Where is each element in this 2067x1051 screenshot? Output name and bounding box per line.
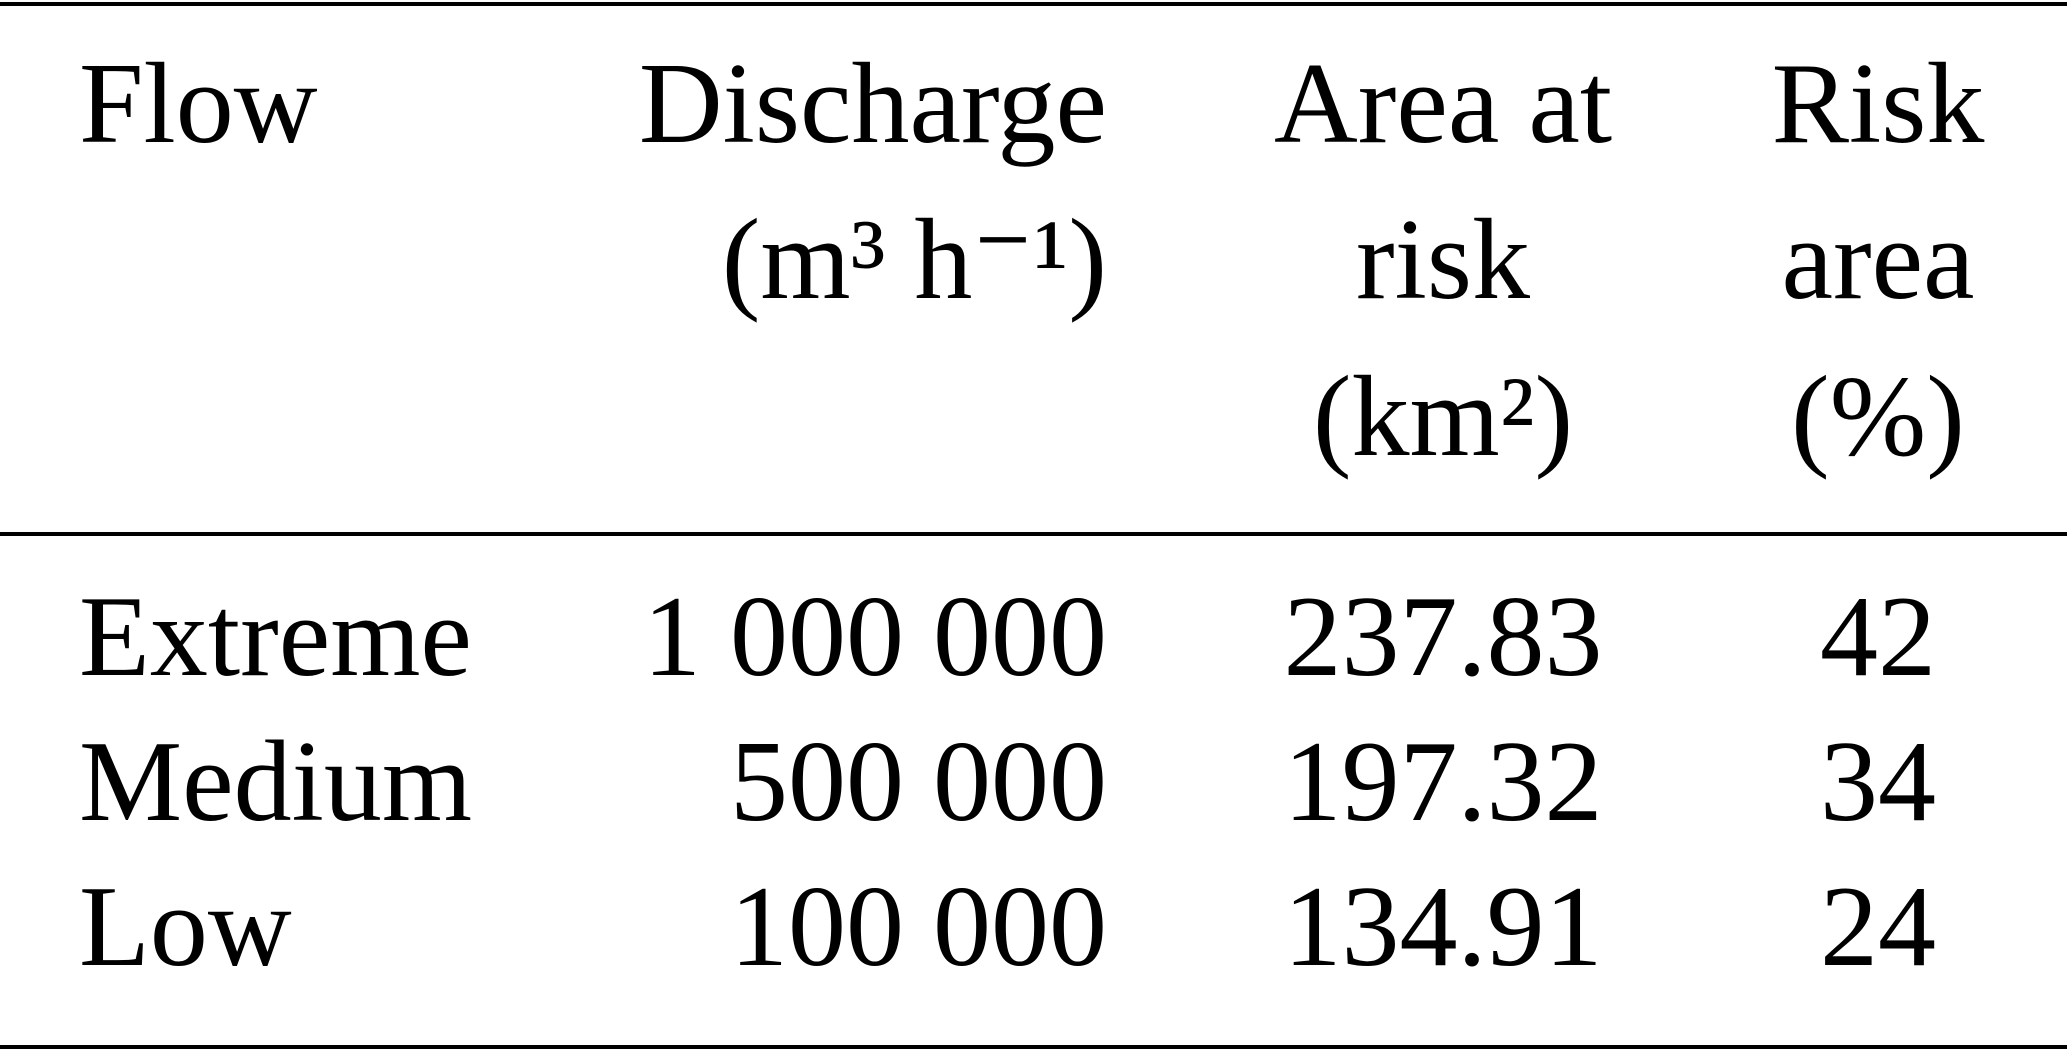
header-cell: (%) (1791, 353, 1965, 481)
table-cell: 500 000 (730, 718, 1107, 846)
header-cell: Area at (1274, 40, 1612, 168)
table-cell: Extreme (79, 573, 472, 701)
table-cell: 42 (1820, 573, 1936, 701)
table-cell: 197.32 (1284, 718, 1603, 846)
header-cell: Risk (1772, 40, 1985, 168)
header-cell: (m³ h⁻¹) (722, 196, 1107, 324)
table-cell: Low (79, 863, 292, 991)
table-cell: 1 000 000 (643, 573, 1107, 701)
header-cell: Flow (79, 40, 318, 168)
table-cell: 100 000 (730, 863, 1107, 991)
table-cell: 34 (1820, 718, 1936, 846)
header-cell: (km²) (1313, 353, 1573, 481)
header-cell: area (1781, 196, 1974, 324)
table-cell: Medium (79, 718, 472, 846)
header-cell: Discharge (639, 40, 1107, 168)
table-cell: 134.91 (1284, 863, 1603, 991)
header-cell: risk (1356, 196, 1530, 324)
table-cell: 24 (1820, 863, 1936, 991)
table-cell: 237.83 (1284, 573, 1603, 701)
